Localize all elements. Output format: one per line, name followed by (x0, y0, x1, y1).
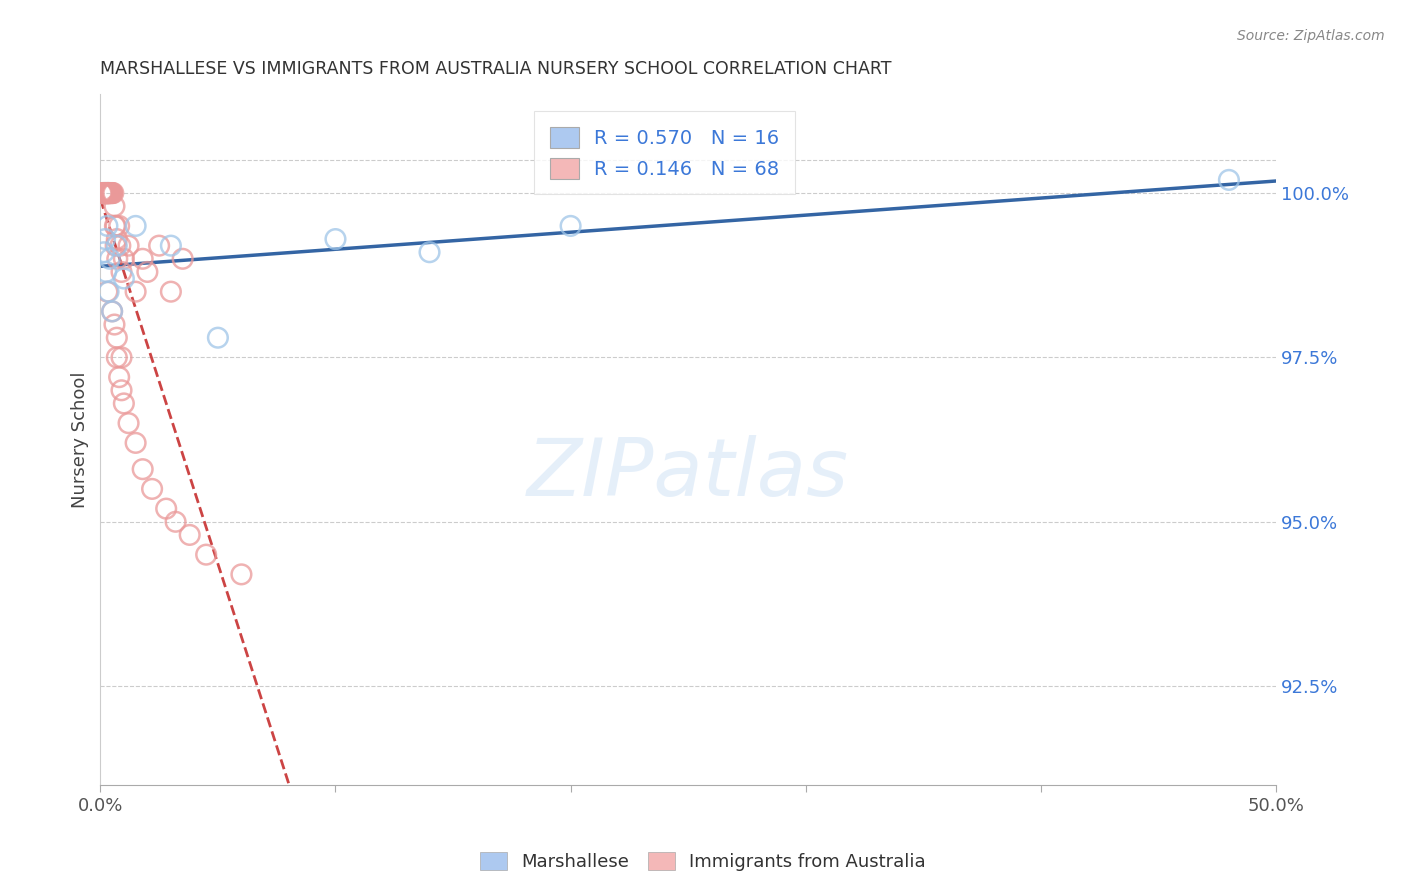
Point (96, 219, 118, 233)
Point (108, 370, 131, 384)
Point (97, 186, 120, 200)
Point (96, 186, 118, 200)
Point (97, 285, 120, 299)
Point (97, 186, 120, 200)
Point (141, 482, 163, 496)
Text: ZIPatlas: ZIPatlas (527, 435, 849, 513)
Point (207, 331, 229, 345)
Point (112, 252, 135, 266)
Point (96, 186, 118, 200)
Point (124, 285, 146, 299)
Point (117, 238, 139, 252)
Point (136, 265, 159, 279)
Text: MARSHALLESE VS IMMIGRANTS FROM AUSTRALIA NURSERY SCHOOL CORRELATION CHART: MARSHALLESE VS IMMIGRANTS FROM AUSTRALIA… (100, 60, 891, 78)
Point (96, 186, 118, 200)
Point (105, 238, 128, 252)
Point (160, 238, 183, 252)
Point (93, 186, 115, 200)
Legend: Marshallese, Immigrants from Australia: Marshallese, Immigrants from Australia (472, 845, 934, 879)
Point (101, 304, 124, 318)
Point (94, 232, 117, 246)
Point (91, 186, 114, 200)
Point (104, 219, 127, 233)
Y-axis label: Nursery School: Nursery School (72, 371, 89, 508)
Point (131, 462, 153, 476)
Point (96, 186, 118, 200)
Point (124, 219, 146, 233)
Point (117, 416, 139, 430)
Point (148, 238, 170, 252)
Point (98, 252, 121, 266)
Text: Source: ZipAtlas.com: Source: ZipAtlas.com (1237, 29, 1385, 43)
Point (97, 186, 120, 200)
Legend: R = 0.570   N = 16, R = 0.146   N = 68: R = 0.570 N = 16, R = 0.146 N = 68 (534, 112, 796, 194)
Point (101, 186, 124, 200)
Point (231, 567, 253, 582)
Point (101, 304, 124, 318)
Point (90, 186, 112, 200)
Point (110, 265, 132, 279)
Point (93, 245, 115, 260)
Point (155, 501, 177, 516)
Point (112, 271, 135, 285)
Point (560, 219, 582, 233)
Point (93, 186, 115, 200)
Point (94, 186, 117, 200)
Point (91, 186, 114, 200)
Point (96, 186, 118, 200)
Point (93, 186, 115, 200)
Point (91, 186, 114, 200)
Point (96, 285, 118, 299)
Point (104, 238, 127, 252)
Point (103, 199, 125, 213)
Point (1218, 173, 1240, 187)
Point (98, 186, 121, 200)
Point (110, 238, 132, 252)
Point (172, 252, 194, 266)
Point (96, 265, 118, 279)
Point (112, 396, 135, 410)
Point (160, 285, 183, 299)
Point (418, 245, 440, 260)
Point (91, 186, 114, 200)
Point (105, 351, 128, 365)
Point (110, 384, 132, 398)
Point (105, 232, 128, 246)
Point (97, 186, 120, 200)
Point (195, 548, 218, 562)
Point (94, 186, 117, 200)
Point (100, 186, 122, 200)
Point (165, 515, 187, 529)
Point (104, 219, 127, 233)
Point (103, 186, 125, 200)
Point (94, 186, 117, 200)
Point (98, 186, 121, 200)
Point (98, 186, 121, 200)
Point (108, 219, 131, 233)
Point (93, 186, 115, 200)
Point (325, 232, 347, 246)
Point (98, 186, 121, 200)
Point (101, 186, 124, 200)
Point (131, 252, 153, 266)
Point (97, 186, 120, 200)
Point (96, 186, 118, 200)
Point (103, 318, 125, 332)
Point (105, 252, 128, 266)
Point (124, 436, 146, 450)
Point (179, 528, 201, 542)
Point (105, 331, 128, 345)
Point (94, 186, 117, 200)
Point (96, 186, 118, 200)
Point (110, 351, 132, 365)
